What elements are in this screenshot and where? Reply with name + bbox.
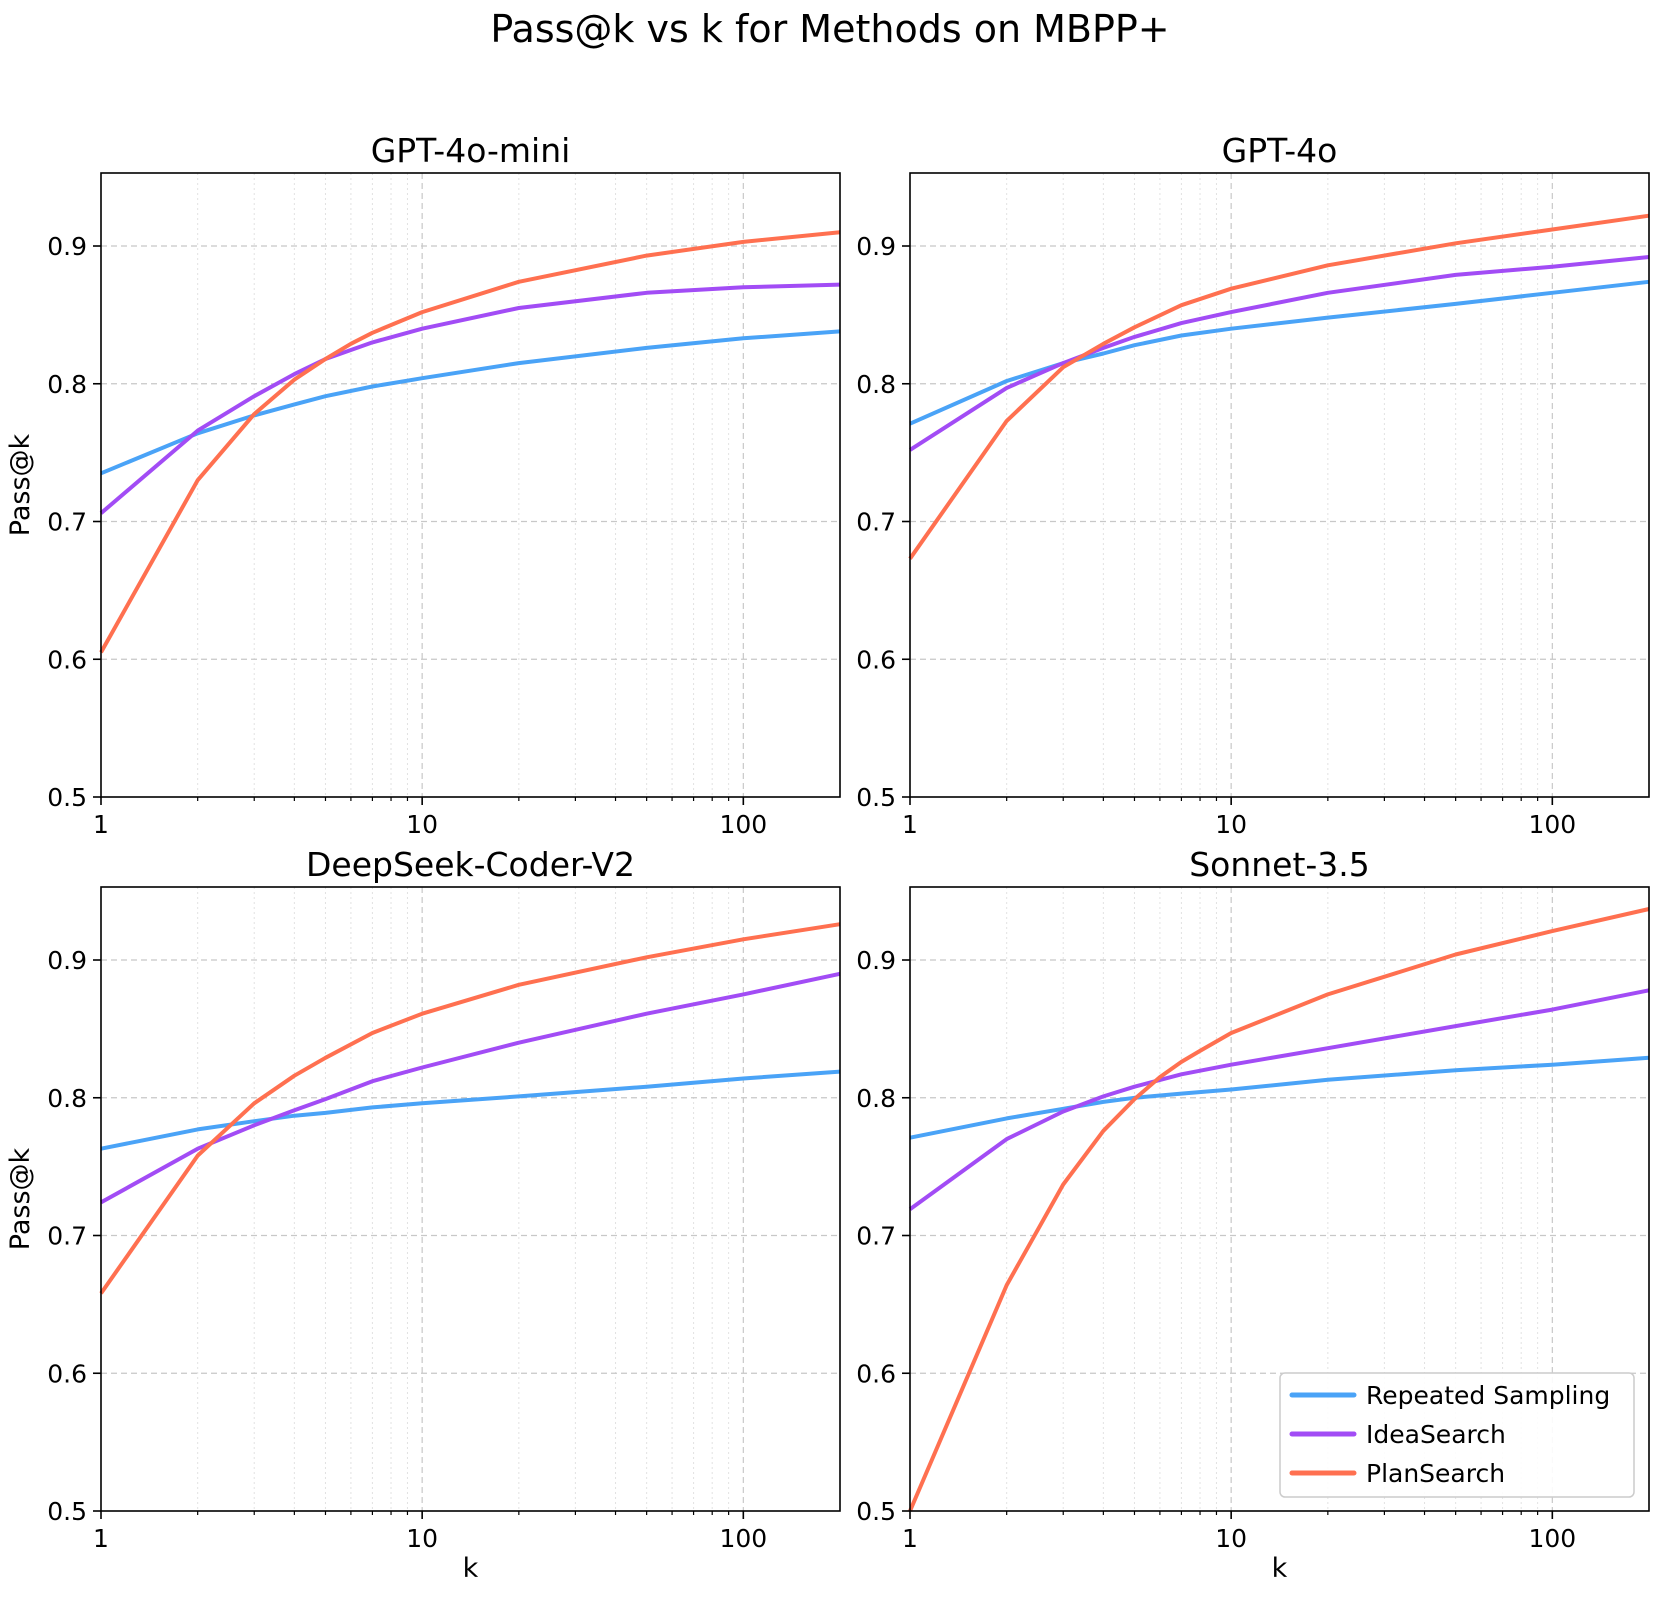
y-tick-label: 0.8 bbox=[47, 370, 87, 399]
series-line-ideasearch bbox=[100, 971, 841, 1205]
series-line-repeated-sampling bbox=[100, 1069, 841, 1151]
x-tick-label: 10 bbox=[406, 1524, 438, 1553]
x-tick-label: 10 bbox=[1215, 810, 1247, 839]
y-tick-label: 0.5 bbox=[47, 1497, 87, 1526]
y-tick-label: 0.9 bbox=[856, 946, 896, 975]
y-tick-label: 0.7 bbox=[856, 508, 896, 537]
axes-frame bbox=[100, 886, 841, 1512]
subplot-title: GPT-4o bbox=[1222, 131, 1338, 170]
axes-frame bbox=[100, 172, 841, 798]
series-line-ideasearch bbox=[908, 255, 1650, 452]
x-tick-label: 1 bbox=[902, 1524, 918, 1553]
series-line-plansearch bbox=[908, 907, 1650, 1512]
y-tick-label: 0.9 bbox=[47, 232, 87, 261]
subplot-gpt-4o-mini: 1 10 100 0.5 0.6 0.7 0.8 0.9 GPT-4o-mini Pass@k bbox=[5, 131, 841, 839]
subplot-title: GPT-4o-mini bbox=[371, 131, 571, 170]
y-tick-label: 0.7 bbox=[47, 508, 87, 537]
y-tick-label: 0.5 bbox=[856, 1497, 896, 1526]
y-tick-label: 0.9 bbox=[856, 232, 896, 261]
y-tick-label: 0.6 bbox=[856, 645, 896, 674]
series-line-plansearch bbox=[99, 922, 841, 1295]
legend-label-ideasearch: IdeaSearch bbox=[1366, 1420, 1506, 1449]
y-tick-label: 0.7 bbox=[47, 1222, 87, 1251]
subplot-title: DeepSeek-Coder-V2 bbox=[306, 845, 635, 884]
x-axis-label: k bbox=[1272, 1553, 1288, 1584]
series-line-repeated-sampling bbox=[100, 329, 841, 476]
legend-label-plansearch: PlanSearch bbox=[1366, 1459, 1505, 1488]
y-tick-label: 0.8 bbox=[856, 370, 896, 399]
y-axis-label: Pass@k bbox=[5, 433, 36, 536]
y-tick-label: 0.6 bbox=[47, 1359, 87, 1388]
subplot-title: Sonnet-3.5 bbox=[1189, 845, 1370, 884]
x-tick-label: 1 bbox=[902, 810, 918, 839]
subplot-deepseek-coder-v2: 1 10 100 0.5 0.6 0.7 0.8 0.9 DeepSeek-Coder-V2 Pa… bbox=[5, 845, 841, 1584]
y-tick-label: 0.8 bbox=[856, 1084, 896, 1113]
y-axis-label: Pass@k bbox=[5, 1147, 36, 1250]
legend: Repeated Sampling IdeaSearch PlanSearch bbox=[1279, 1372, 1635, 1498]
subplot-gpt-4o: 1 10 100 0.5 0.6 0.7 0.8 0.9 GPT-4o bbox=[856, 131, 1650, 839]
x-tick-label: 10 bbox=[406, 810, 438, 839]
x-tick-label: 100 bbox=[719, 1524, 767, 1553]
subplot-sonnet-3-5: 1 10 100 0.5 0.6 0.7 0.8 0.9 Sonnet-3.5 k bbox=[856, 845, 1650, 1584]
y-tick-label: 0.5 bbox=[47, 783, 87, 812]
y-tick-label: 0.8 bbox=[47, 1084, 87, 1113]
figure-title: Pass@k vs k for Methods on MBPP+ bbox=[490, 7, 1169, 51]
y-tick-label: 0.9 bbox=[47, 946, 87, 975]
x-tick-label: 100 bbox=[1528, 810, 1576, 839]
series-line-ideasearch bbox=[99, 282, 841, 515]
series-line-repeated-sampling bbox=[909, 1055, 1650, 1140]
x-tick-label: 1 bbox=[93, 810, 109, 839]
y-tick-label: 0.6 bbox=[856, 1359, 896, 1388]
axes-frame bbox=[909, 172, 1650, 798]
series-line-plansearch bbox=[908, 213, 1650, 560]
x-tick-label: 100 bbox=[719, 810, 767, 839]
x-tick-label: 10 bbox=[1215, 1524, 1247, 1553]
y-tick-label: 0.6 bbox=[47, 645, 87, 674]
y-tick-label: 0.7 bbox=[856, 1222, 896, 1251]
series-line-ideasearch bbox=[908, 988, 1650, 1211]
y-tick-label: 0.5 bbox=[856, 783, 896, 812]
x-tick-label: 100 bbox=[1528, 1524, 1576, 1553]
series-line-repeated-sampling bbox=[909, 279, 1650, 426]
legend-label-repeated-sampling: Repeated Sampling bbox=[1366, 1381, 1610, 1410]
x-axis-label: k bbox=[463, 1553, 479, 1584]
axes-frame bbox=[909, 886, 1650, 1512]
x-tick-label: 1 bbox=[93, 1524, 109, 1553]
series-line-plansearch bbox=[99, 230, 841, 654]
legend-frame bbox=[1279, 1372, 1635, 1498]
